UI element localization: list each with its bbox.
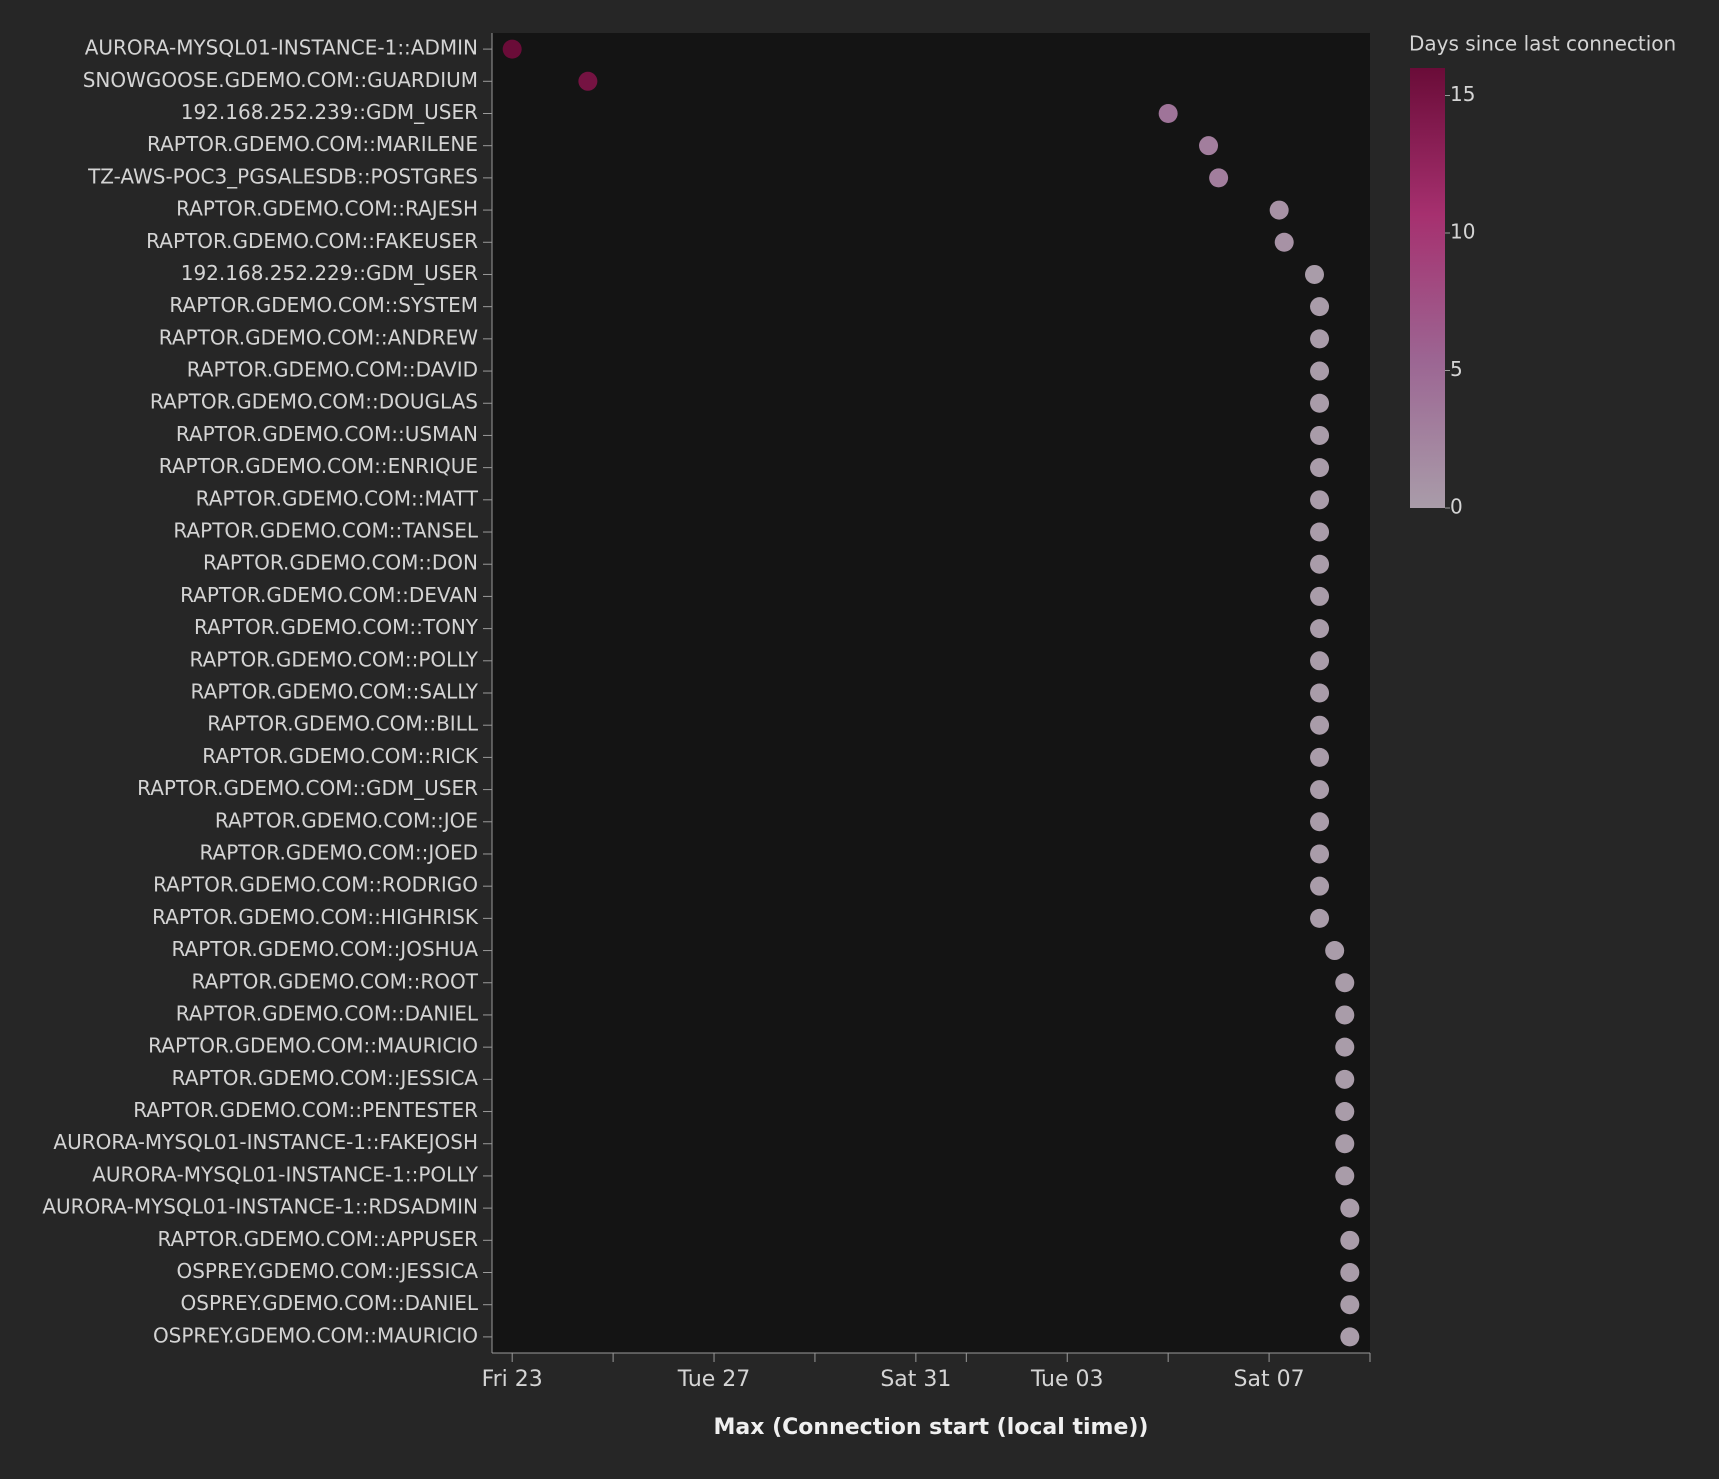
y-tick-label: RAPTOR.GDEMO.COM::PENTESTER xyxy=(133,1098,478,1122)
point xyxy=(578,71,598,91)
point xyxy=(1310,844,1330,864)
y-tick-label: RAPTOR.GDEMO.COM::TANSEL xyxy=(173,519,478,543)
point xyxy=(1269,200,1289,220)
point xyxy=(1274,232,1294,252)
point xyxy=(1310,715,1330,735)
point xyxy=(1340,1230,1360,1250)
y-tick-label: RAPTOR.GDEMO.COM::JOE xyxy=(215,808,478,832)
x-tick-label: Tue 27 xyxy=(677,1367,751,1392)
color-bar xyxy=(1410,68,1445,508)
point xyxy=(1310,908,1330,928)
y-tick-label: RAPTOR.GDEMO.COM::JESSICA xyxy=(172,1066,479,1090)
y-tick-label: RAPTOR.GDEMO.COM::MATT xyxy=(196,486,479,510)
point xyxy=(1209,168,1229,188)
y-tick-label: RAPTOR.GDEMO.COM::ANDREW xyxy=(159,325,478,349)
point xyxy=(1340,1198,1360,1218)
point xyxy=(1310,619,1330,639)
point xyxy=(1310,490,1330,510)
y-tick-label: RAPTOR.GDEMO.COM::MARILENE xyxy=(147,132,478,156)
color-legend-title: Days since last connection xyxy=(1409,32,1676,56)
point xyxy=(1310,747,1330,767)
point xyxy=(1335,1037,1355,1057)
point xyxy=(1310,329,1330,349)
y-tick-label: RAPTOR.GDEMO.COM::MAURICIO xyxy=(148,1034,478,1058)
y-tick-label: RAPTOR.GDEMO.COM::RICK xyxy=(202,744,479,768)
y-tick-label: 192.168.252.229::GDM_USER xyxy=(181,261,478,285)
y-tick-label: RAPTOR.GDEMO.COM::JOSHUA xyxy=(171,937,478,961)
point xyxy=(1335,1102,1355,1122)
y-tick-label: 192.168.252.239::GDM_USER xyxy=(181,100,478,124)
point xyxy=(1310,361,1330,381)
y-tick-label: RAPTOR.GDEMO.COM::FAKEUSER xyxy=(146,229,478,253)
y-tick-label: RAPTOR.GDEMO.COM::APPUSER xyxy=(157,1227,478,1251)
point xyxy=(1310,651,1330,671)
point xyxy=(1340,1263,1360,1283)
color-tick-label: 10 xyxy=(1450,220,1475,244)
y-tick-label: RAPTOR.GDEMO.COM::JOED xyxy=(199,840,478,864)
y-tick-label: RAPTOR.GDEMO.COM::DON xyxy=(203,551,478,575)
point xyxy=(1310,554,1330,574)
y-tick-label: RAPTOR.GDEMO.COM::RAJESH xyxy=(176,197,478,221)
point xyxy=(1335,973,1355,993)
y-tick-label: RAPTOR.GDEMO.COM::DANIEL xyxy=(176,1001,479,1025)
y-tick-label: SNOWGOOSE.GDEMO.COM::GUARDIUM xyxy=(83,68,478,92)
x-tick-label: Sat 07 xyxy=(1234,1367,1305,1392)
y-tick-label: RAPTOR.GDEMO.COM::GDM_USER xyxy=(137,776,478,800)
y-tick-label: RAPTOR.GDEMO.COM::BILL xyxy=(207,712,479,736)
y-tick-label: OSPREY.GDEMO.COM::MAURICIO xyxy=(153,1323,478,1347)
point xyxy=(1340,1295,1360,1315)
point xyxy=(1325,941,1345,961)
point xyxy=(1310,780,1330,800)
point xyxy=(1310,425,1330,445)
y-tick-label: RAPTOR.GDEMO.COM::USMAN xyxy=(176,422,478,446)
y-tick-label: AURORA-MYSQL01-INSTANCE-1::POLLY xyxy=(92,1162,479,1186)
point xyxy=(1158,103,1178,123)
point xyxy=(1335,1134,1355,1154)
point xyxy=(1335,1069,1355,1089)
point xyxy=(1310,393,1330,413)
y-tick-label: RAPTOR.GDEMO.COM::POLLY xyxy=(190,647,479,671)
y-tick-label: RAPTOR.GDEMO.COM::SALLY xyxy=(191,680,479,704)
point xyxy=(1310,522,1330,542)
y-tick-label: RAPTOR.GDEMO.COM::DEVAN xyxy=(180,583,478,607)
y-tick-label: OSPREY.GDEMO.COM::JESSICA xyxy=(176,1259,478,1283)
point xyxy=(1304,264,1324,284)
y-tick-label: RAPTOR.GDEMO.COM::ENRIQUE xyxy=(159,454,478,478)
x-axis-title: Max (Connection start (local time)) xyxy=(714,1415,1149,1440)
x-tick-label: Fri 23 xyxy=(482,1367,543,1392)
point xyxy=(1340,1327,1360,1347)
point xyxy=(1310,297,1330,317)
y-tick-label: RAPTOR.GDEMO.COM::HIGHRISK xyxy=(152,905,479,929)
point xyxy=(502,39,522,59)
y-tick-label: RAPTOR.GDEMO.COM::RODRIGO xyxy=(153,873,478,897)
color-tick-label: 0 xyxy=(1450,495,1463,519)
point xyxy=(1310,458,1330,478)
point xyxy=(1310,876,1330,896)
color-tick-label: 15 xyxy=(1450,82,1475,106)
y-tick-label: RAPTOR.GDEMO.COM::ROOT xyxy=(192,969,479,993)
point xyxy=(1310,812,1330,832)
y-tick-label: AURORA-MYSQL01-INSTANCE-1::ADMIN xyxy=(85,36,478,60)
y-tick-label: RAPTOR.GDEMO.COM::DAVID xyxy=(187,358,478,382)
x-tick-label: Sat 31 xyxy=(880,1367,951,1392)
point xyxy=(1335,1005,1355,1025)
plot-area xyxy=(492,33,1370,1353)
point xyxy=(1199,136,1219,156)
y-tick-label: AURORA-MYSQL01-INSTANCE-1::FAKEJOSH xyxy=(53,1130,478,1154)
y-tick-label: RAPTOR.GDEMO.COM::DOUGLAS xyxy=(150,390,478,414)
y-tick-label: TZ-AWS-POC3_PGSALESDB::POSTGRES xyxy=(87,164,478,188)
y-tick-label: OSPREY.GDEMO.COM::DANIEL xyxy=(181,1291,479,1315)
x-tick-label: Tue 03 xyxy=(1030,1367,1104,1392)
y-tick-label: RAPTOR.GDEMO.COM::TONY xyxy=(194,615,479,639)
y-tick-label: AURORA-MYSQL01-INSTANCE-1::RDSADMIN xyxy=(42,1195,478,1219)
y-tick-label: RAPTOR.GDEMO.COM::SYSTEM xyxy=(169,293,478,317)
color-tick-label: 5 xyxy=(1450,357,1463,381)
point xyxy=(1310,683,1330,703)
point xyxy=(1310,586,1330,606)
point xyxy=(1335,1166,1355,1186)
